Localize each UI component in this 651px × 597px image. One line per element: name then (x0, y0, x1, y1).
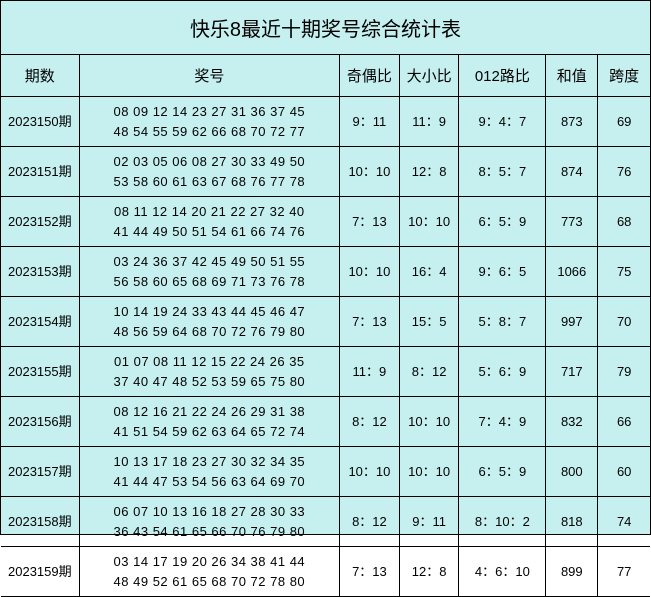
cell-span: 66 (598, 397, 650, 447)
cell-big-small: 10：10 (399, 397, 459, 447)
table-row: 2023158期06 07 10 13 16 18 27 28 30 3336 … (1, 497, 650, 547)
cell-route-012: 5：6：9 (459, 347, 546, 397)
cell-big-small: 8：12 (399, 347, 459, 397)
cell-span: 76 (598, 147, 650, 197)
cell-span: 69 (598, 97, 650, 147)
cell-period: 2023151期 (1, 147, 79, 197)
table-row: 2023155期01 07 08 11 12 15 22 24 26 3537 … (1, 347, 650, 397)
cell-route-012: 9：6：5 (459, 247, 546, 297)
cell-span: 60 (598, 447, 650, 497)
cell-period: 2023159期 (1, 547, 79, 597)
header-span: 跨度 (598, 55, 650, 97)
cell-big-small: 10：10 (399, 197, 459, 247)
cell-route-012: 4：6：10 (459, 547, 546, 597)
cell-period: 2023158期 (1, 497, 79, 547)
header-route-012: 012路比 (459, 55, 546, 97)
table-row: 2023150期08 09 12 14 23 27 31 36 37 4548 … (1, 97, 650, 147)
cell-odd-even: 7：13 (340, 547, 400, 597)
table-row: 2023159期03 14 17 19 20 26 34 38 41 4448 … (1, 547, 650, 597)
cell-sum: 874 (546, 147, 598, 197)
cell-route-012: 8：10：2 (459, 497, 546, 547)
cell-span: 74 (598, 497, 650, 547)
cell-odd-even: 10：10 (340, 247, 400, 297)
cell-sum: 717 (546, 347, 598, 397)
cell-period: 2023153期 (1, 247, 79, 297)
cell-span: 79 (598, 347, 650, 397)
cell-big-small: 15：5 (399, 297, 459, 347)
cell-sum: 997 (546, 297, 598, 347)
table-row: 2023151期02 03 05 06 08 27 30 33 49 5053 … (1, 147, 650, 197)
table-row: 2023152期08 11 12 14 20 21 22 27 32 4041 … (1, 197, 650, 247)
cell-numbers: 08 09 12 14 23 27 31 36 37 4548 54 55 59… (79, 97, 339, 147)
cell-big-small: 10：10 (399, 447, 459, 497)
cell-span: 70 (598, 297, 650, 347)
cell-route-012: 5：8：7 (459, 297, 546, 347)
cell-route-012: 6：5：9 (459, 447, 546, 497)
cell-sum: 773 (546, 197, 598, 247)
cell-sum: 873 (546, 97, 598, 147)
cell-odd-even: 10：10 (340, 147, 400, 197)
cell-sum: 818 (546, 497, 598, 547)
cell-odd-even: 9：11 (340, 97, 400, 147)
cell-span: 77 (598, 547, 650, 597)
cell-period: 2023150期 (1, 97, 79, 147)
cell-big-small: 12：8 (399, 147, 459, 197)
cell-route-012: 7：4：9 (459, 397, 546, 447)
table-row: 2023156期08 12 16 21 22 24 26 29 31 3841 … (1, 397, 650, 447)
cell-route-012: 6：5：9 (459, 197, 546, 247)
cell-numbers: 03 14 17 19 20 26 34 38 41 4448 49 52 61… (79, 547, 339, 597)
cell-odd-even: 8：12 (340, 497, 400, 547)
stats-table-container: 快乐8最近十期奖号综合统计表 期数 奖号 奇偶比 大小比 012路比 和值 跨度… (0, 0, 651, 535)
table-row: 2023157期10 13 17 18 23 27 30 32 34 3541 … (1, 447, 650, 497)
cell-sum: 899 (546, 547, 598, 597)
cell-period: 2023155期 (1, 347, 79, 397)
cell-sum: 800 (546, 447, 598, 497)
cell-numbers: 08 11 12 14 20 21 22 27 32 4041 44 49 50… (79, 197, 339, 247)
header-row: 期数 奖号 奇偶比 大小比 012路比 和值 跨度 (1, 55, 650, 97)
cell-numbers: 06 07 10 13 16 18 27 28 30 3336 43 54 61… (79, 497, 339, 547)
cell-sum: 832 (546, 397, 598, 447)
cell-route-012: 8：5：7 (459, 147, 546, 197)
header-numbers: 奖号 (79, 55, 339, 97)
cell-period: 2023154期 (1, 297, 79, 347)
cell-big-small: 12：8 (399, 547, 459, 597)
cell-numbers: 03 24 36 37 42 45 49 50 51 5556 58 60 65… (79, 247, 339, 297)
table-row: 2023154期10 14 19 24 33 43 44 45 46 4748 … (1, 297, 650, 347)
cell-odd-even: 7：13 (340, 297, 400, 347)
header-big-small: 大小比 (399, 55, 459, 97)
cell-numbers: 08 12 16 21 22 24 26 29 31 3841 51 54 59… (79, 397, 339, 447)
cell-numbers: 10 13 17 18 23 27 30 32 34 3541 44 47 53… (79, 447, 339, 497)
cell-big-small: 11：9 (399, 97, 459, 147)
cell-odd-even: 11：9 (340, 347, 400, 397)
cell-odd-even: 10：10 (340, 447, 400, 497)
cell-odd-even: 7：13 (340, 197, 400, 247)
header-period: 期数 (1, 55, 79, 97)
cell-span: 75 (598, 247, 650, 297)
cell-period: 2023156期 (1, 397, 79, 447)
cell-period: 2023157期 (1, 447, 79, 497)
cell-numbers: 02 03 05 06 08 27 30 33 49 5053 58 60 61… (79, 147, 339, 197)
table-row: 2023153期03 24 36 37 42 45 49 50 51 5556 … (1, 247, 650, 297)
cell-big-small: 16：4 (399, 247, 459, 297)
cell-big-small: 9：11 (399, 497, 459, 547)
header-odd-even: 奇偶比 (340, 55, 400, 97)
cell-numbers: 01 07 08 11 12 15 22 24 26 3537 40 47 48… (79, 347, 339, 397)
cell-numbers: 10 14 19 24 33 43 44 45 46 4748 56 59 64… (79, 297, 339, 347)
cell-odd-even: 8：12 (340, 397, 400, 447)
cell-route-012: 9：4：7 (459, 97, 546, 147)
header-sum: 和值 (546, 55, 598, 97)
lottery-stats-table: 期数 奖号 奇偶比 大小比 012路比 和值 跨度 2023150期08 09 … (1, 55, 650, 597)
cell-period: 2023152期 (1, 197, 79, 247)
cell-span: 68 (598, 197, 650, 247)
cell-sum: 1066 (546, 247, 598, 297)
table-title: 快乐8最近十期奖号综合统计表 (1, 1, 650, 55)
